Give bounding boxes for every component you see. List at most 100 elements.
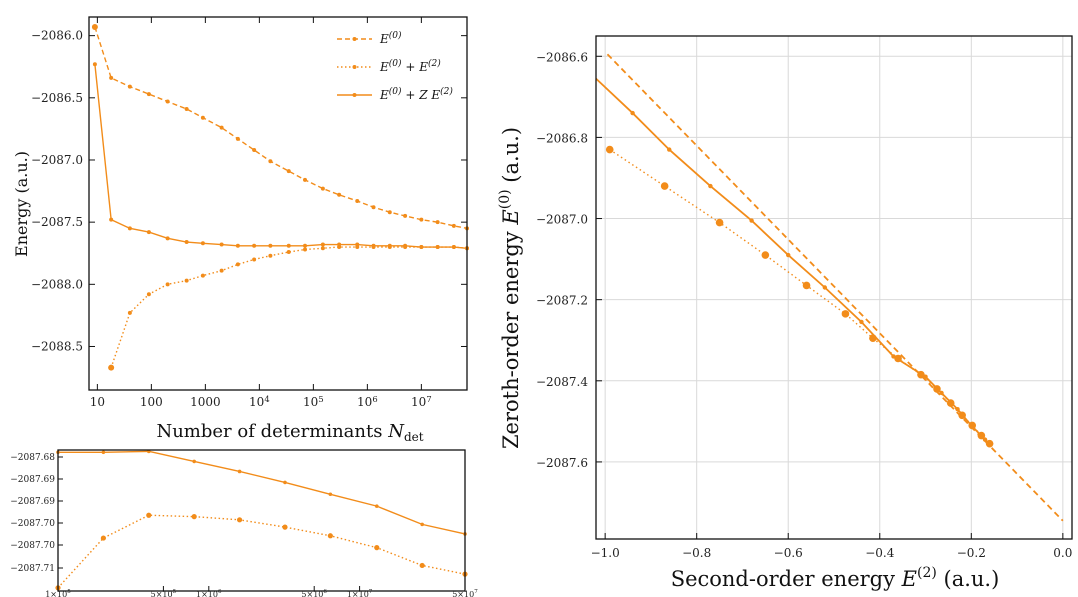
p1-point-dashed [387, 210, 392, 215]
p3-dotted-point [933, 385, 941, 393]
p1-point-dotted [235, 262, 240, 267]
p2-series-solid-line [58, 450, 466, 535]
p2-point-dotted [236, 517, 243, 523]
p1-x-axis-label: Number of determinants Ndet [156, 421, 423, 444]
p1-point-dashed [268, 159, 273, 164]
p1-point-solid [92, 62, 97, 67]
p2-point-dotted [374, 545, 380, 551]
p3-y-axis-label: Zeroth-order energy E(0) (a.u.) [497, 127, 523, 449]
p3-dotted-point [660, 182, 669, 190]
p1-point-dashed [146, 92, 151, 97]
p1-point-dashed [184, 107, 189, 112]
p1-y-tick-label: −2086.0 [31, 29, 83, 43]
p2-point-dotted [327, 533, 333, 539]
p3-dotted-point [802, 281, 811, 290]
p2-y-tick-label: −2087.70 [10, 519, 55, 529]
p1-point-dashed [200, 115, 205, 120]
p1-point-dashed [252, 148, 257, 153]
p1-legend-label: E(0) + E(2) [379, 58, 441, 74]
p3-solid-point [749, 218, 754, 223]
p2-y-ticks: −2087.68 −2087.69 −2087.69 −2087.70 −2087.70… [10, 453, 63, 574]
p2-y-tick-label: −2087.68 [10, 453, 55, 463]
p3-series-group [595, 53, 1064, 522]
p2-series-dotted-line [57, 514, 466, 589]
p1-series-dashed-line [94, 26, 468, 230]
p1-point-solid [252, 243, 257, 248]
p2-x-ticks: 1×105 5×105 1×106 5×106 1×107 5×107 [45, 586, 478, 597]
p3-solid-point [630, 110, 635, 116]
p2-point-dotted [419, 562, 425, 569]
p3-dotted-point [761, 251, 770, 259]
p3-solid-point [859, 319, 864, 325]
energy-vs-determinants-chart: 10 100 1000 104 105 106 107 −2086.0−2086.5−208… [12, 16, 469, 444]
p1-point-solid [165, 236, 170, 241]
p3-solid-line [595, 77, 986, 441]
p1-series-dotted-line [110, 246, 468, 368]
p3-dotted-point [894, 354, 902, 363]
zeroth-vs-second-order-chart: −1.0 −0.8 −0.6 −0.4 −0.2 0.0 −2086.6−2086.8−2… [497, 35, 1073, 591]
p1-point-dotted [252, 257, 257, 262]
p1-point-dashed [109, 75, 114, 80]
p1-x-tick-label: 105 [303, 394, 324, 409]
p2-x-tick-label: 1×105 [45, 589, 71, 597]
p3-dotted-point [985, 439, 994, 448]
p2-x-tick-label: 1×106 [196, 589, 222, 597]
p1-legend-marker [352, 37, 357, 41]
p2-frame [57, 449, 466, 592]
p2-point-solid [374, 504, 379, 508]
p3-dotted-point [841, 310, 850, 318]
p3-x-tick-label: −0.4 [865, 546, 895, 560]
p3-y-ticks: −2086.6 −2086.8 −2087.0 −2087.2 −2087.4 −2087… [536, 50, 602, 470]
p1-y-tick-label: −2088.5 [31, 339, 83, 353]
p1-point-dotted [200, 273, 205, 278]
p3-solid-point [822, 285, 828, 290]
p1-series-group [91, 23, 469, 371]
p3-y-tick-label: −2087.6 [536, 456, 588, 470]
p2-point-solid [328, 492, 333, 497]
p1-point-dashed [451, 223, 456, 228]
p1-point-dashed [320, 186, 325, 191]
p1-point-solid [235, 243, 240, 248]
p3-x-tick-label: −0.8 [682, 546, 711, 560]
p1-x-tick-label: 104 [249, 394, 270, 409]
p1-point-dashed [303, 177, 307, 182]
p3-y-tick-label: −2086.8 [536, 131, 588, 145]
p2-y-tick-label: −2087.71 [10, 564, 55, 574]
p1-x-tick-label: 10 [90, 395, 105, 409]
p2-point-dotted [146, 512, 152, 518]
p3-dotted-point [968, 421, 977, 430]
p3-dotted-point [869, 334, 877, 343]
p2-x-tick-label: 1×107 [347, 589, 373, 597]
p1-point-solid [320, 242, 325, 247]
p1-y-axis-label: Energy (a.u.) [12, 151, 31, 257]
p1-point-dashed [403, 213, 408, 218]
p3-frame [595, 35, 1073, 540]
p3-x-tick-label: −0.2 [957, 546, 986, 560]
p3-grid [596, 36, 1072, 539]
p1-point-dashed [219, 125, 224, 130]
p1-point-solid [435, 245, 440, 250]
p1-point-dotted [268, 253, 273, 258]
p1-x-tick-label: 107 [411, 394, 432, 409]
p1-y-ticks: −2086.0 −2086.5 −2087.0 −2087.5 −2088.0 −2088… [31, 29, 467, 353]
p2-y-tick-label: −2087.70 [10, 541, 55, 551]
p1-point-dotted [165, 282, 170, 287]
p2-x-tick-label: 5×105 [151, 589, 177, 597]
p1-point-dotted [286, 249, 291, 254]
p2-point-solid [237, 469, 242, 474]
p1-point-solid [419, 245, 424, 250]
p1-point-solid [371, 243, 376, 248]
p1-point-dashed [165, 99, 170, 104]
p1-point-solid [200, 241, 205, 246]
p3-x-axis-label: Second-order energy E(2) (a.u.) [671, 565, 1000, 591]
p1-y-tick-label: −2088.0 [31, 277, 83, 291]
p1-legend-marker [352, 65, 357, 69]
p1-point-dashed [371, 205, 376, 210]
p1-point-dashed [337, 192, 342, 197]
p1-point-solid [127, 226, 132, 231]
p3-y-tick-label: −2087.2 [536, 294, 588, 308]
p1-x-tick-label: 1000 [190, 395, 221, 409]
p2-series-group [55, 449, 468, 591]
p3-dotted-point [977, 431, 986, 440]
